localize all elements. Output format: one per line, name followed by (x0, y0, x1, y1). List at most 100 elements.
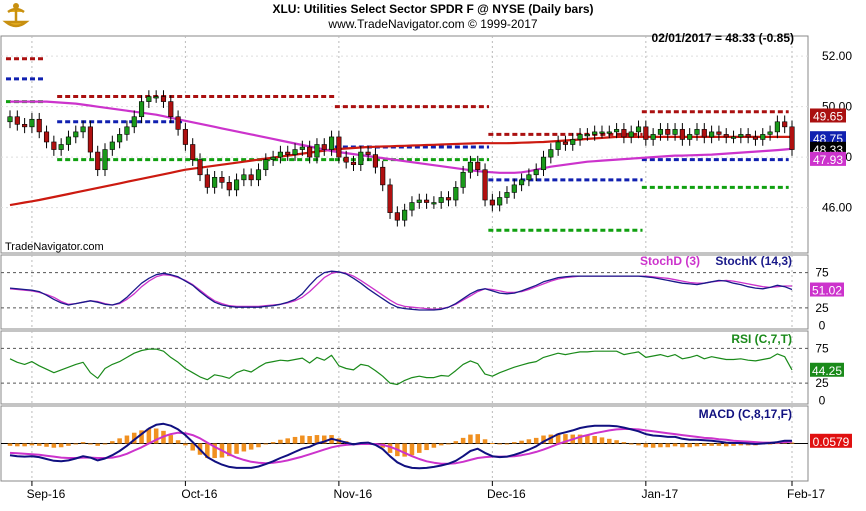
macd-histogram-bar (709, 443, 714, 446)
macd-legend: MACD (C,8,17,F) (699, 407, 792, 421)
macd-histogram-bar (424, 443, 429, 451)
rsi-tick-label: 25 (815, 376, 829, 390)
macd-histogram-bar (497, 443, 502, 445)
macd-histogram-bar (636, 443, 641, 446)
macd-histogram-bar (321, 435, 327, 444)
candle-body (336, 136, 342, 158)
stochk-legend: StochK (14,3) (715, 254, 792, 268)
candle-body (109, 141, 115, 150)
candle-body (723, 134, 729, 138)
candle-body (577, 134, 583, 140)
macd-histogram-bar (672, 443, 678, 447)
macd-histogram-bar (643, 443, 649, 448)
macd-histogram-bar (694, 443, 700, 447)
candle-body (329, 136, 335, 150)
price-value-tag (810, 108, 846, 123)
candle-body (424, 199, 430, 203)
macd-histogram-bar (789, 442, 795, 444)
panel-frame-stoch (0, 254, 809, 330)
candle-body (584, 134, 590, 137)
macd-histogram-bar (153, 428, 159, 444)
candle-body (299, 146, 305, 150)
candle-body (709, 131, 715, 138)
macd-histogram-bar (314, 435, 320, 444)
watermark: TradeNavigator.com (5, 241, 104, 253)
stoch-tick-label: 25 (815, 301, 829, 315)
macd-histogram-bar (526, 439, 532, 444)
rsi-value-tag (810, 362, 844, 377)
x-tick-label: Sep-16 (27, 487, 66, 501)
candle-body (416, 199, 422, 203)
candle-body (431, 202, 437, 205)
candle-body (131, 116, 137, 128)
candle-body (58, 144, 64, 150)
candle-body (138, 101, 145, 118)
x-tick-label: Feb-17 (787, 487, 825, 501)
candle-body (752, 136, 759, 140)
stoch-tick-label: 75 (815, 266, 829, 280)
macd-histogram-bar (592, 436, 597, 444)
candle-body (153, 96, 159, 99)
candle-body (95, 151, 101, 171)
macd-histogram-bar (402, 443, 407, 457)
candle-body (497, 197, 503, 206)
macd-histogram-bar (292, 436, 298, 444)
macd-histogram-bar (665, 443, 671, 448)
chart-title: XLU: Utilities Select Sector SPDR F @ NY… (272, 2, 593, 16)
macd-histogram-bar (504, 443, 510, 445)
sma-red-line (9, 135, 792, 207)
macd-histogram-bar (680, 443, 685, 448)
macd-histogram-bar (175, 440, 181, 444)
price-value-tag (810, 131, 846, 146)
macd-histogram-bar (124, 435, 130, 444)
candle-body (307, 146, 313, 158)
macd-histogram-bar (95, 443, 100, 446)
rsi-line (9, 348, 793, 386)
candle-body (657, 129, 664, 135)
macd-histogram-bar (212, 443, 217, 459)
macd-histogram-bar (658, 443, 663, 448)
macd-signal-line (9, 428, 793, 465)
macd-histogram-bar (15, 443, 20, 447)
candle-body (489, 199, 495, 206)
candle-body (343, 156, 349, 163)
macd-histogram-bar (183, 443, 188, 446)
chart-marks (6, 57, 795, 470)
candle-body (146, 96, 152, 102)
candle-body (519, 179, 525, 186)
macd-histogram-bar (80, 442, 86, 444)
macd-histogram-bar (241, 443, 247, 452)
candle-body (504, 192, 510, 198)
candle-body (467, 161, 473, 173)
candle-body (102, 149, 108, 171)
macd-histogram-bar (226, 443, 232, 457)
macd-histogram-bar (51, 443, 57, 448)
candle-body (453, 187, 459, 201)
candle-body (285, 151, 291, 155)
candle-body (190, 144, 196, 160)
macd-histogram-bar (387, 443, 393, 453)
candle-body (650, 134, 656, 140)
macd-histogram-bar (702, 443, 707, 446)
panel-frame-price (0, 35, 809, 254)
candle-body (606, 131, 612, 134)
macd-histogram-bar (278, 439, 283, 444)
candle-body (14, 116, 20, 125)
macd-histogram-bar (716, 443, 722, 446)
candle-body (321, 144, 327, 150)
macd-histogram-bar (73, 443, 79, 445)
macd-histogram-bar (577, 434, 583, 444)
candle-body (665, 129, 671, 135)
candle-body (540, 156, 547, 171)
candle-body (570, 139, 576, 145)
candle-body (365, 151, 371, 155)
macd-histogram-bar (460, 437, 466, 444)
rsi-tick-label: 0 (819, 394, 826, 408)
macd-histogram-bar (599, 437, 605, 444)
candle-body (482, 169, 488, 201)
candle-body (738, 134, 744, 138)
price-tick-label: 52.00 (822, 49, 852, 63)
candle-body (65, 136, 72, 145)
x-tick-label: Oct-16 (181, 487, 217, 501)
candle-body (548, 149, 554, 158)
